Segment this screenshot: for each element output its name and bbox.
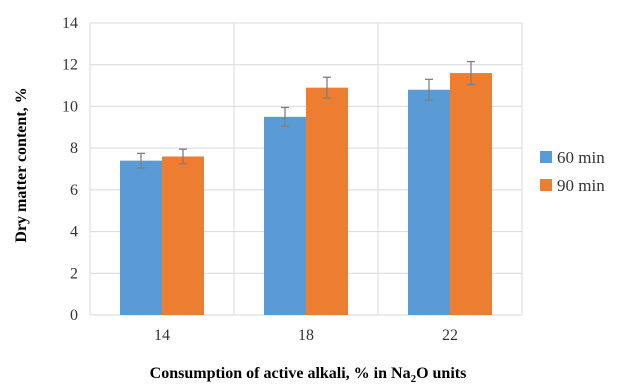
y-tick-label-7: 14	[62, 15, 78, 32]
y-tick-label-3: 6	[70, 182, 78, 199]
error-bar-60-min-22	[425, 78, 433, 101]
y-tick-label-1: 2	[70, 265, 78, 282]
legend-label-90-min: 90 min	[557, 176, 605, 195]
bar-60-min-22	[408, 89, 450, 315]
legend-swatch-60-min	[540, 151, 552, 163]
x-tick-label-18: 18	[298, 327, 314, 344]
legend-swatch-90-min	[540, 179, 552, 191]
error-bar-60-min-18	[281, 106, 289, 127]
bar-60-min-14	[120, 160, 162, 315]
y-tick-labels: 0 2 4 6 8 10 12 14	[62, 15, 78, 324]
bar-90-min-18	[306, 87, 348, 316]
legend-label-60-min: 60 min	[557, 148, 605, 167]
bar-90-min-14	[162, 156, 204, 315]
y-tick-label-4: 8	[70, 140, 78, 157]
y-tick-label-2: 4	[70, 224, 78, 241]
y-tick-label-0: 0	[70, 307, 78, 324]
y-tick-label-6: 12	[62, 57, 78, 74]
error-bar-60-min-14	[137, 152, 145, 169]
y-tick-label-5: 10	[62, 98, 78, 115]
x-tick-label-14: 14	[154, 327, 170, 344]
x-axis-title-end: O units	[416, 365, 466, 382]
x-tick-labels: 14 18 22	[154, 327, 458, 344]
error-bar-90-min-22	[467, 60, 475, 86]
x-axis-title-main: Consumption of active alkali, % in Na	[150, 365, 411, 382]
x-tick-label-22: 22	[442, 327, 458, 344]
y-axis-title: Dry matter content, %	[13, 87, 30, 242]
error-bars	[137, 60, 475, 169]
bar-60-min-18	[264, 116, 306, 315]
error-bar-90-min-18	[323, 76, 331, 99]
x-axis-title: Consumption of active alkali, % in Na2O …	[150, 365, 467, 385]
x-axis-title-subscript: 2	[411, 373, 417, 385]
legend: 60 min 90 min	[540, 148, 605, 195]
error-bar-90-min-14	[179, 148, 187, 165]
bar-90-min-22	[450, 73, 492, 315]
bars	[120, 73, 492, 316]
